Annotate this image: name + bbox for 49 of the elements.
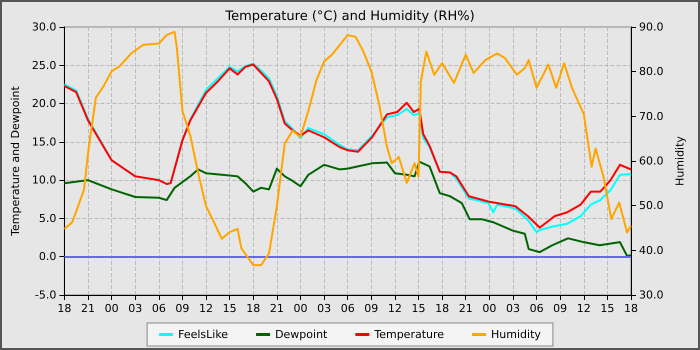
x-tick-label: 00: [482, 302, 496, 315]
y-tick-label: 0.0: [38, 250, 56, 264]
y-tick-label: 15.0: [32, 135, 56, 148]
y-tick-label: 20.0: [32, 97, 56, 110]
legend-label: Humidity: [491, 328, 542, 341]
legend-label: Dewpoint: [275, 328, 328, 341]
y-tick-label: 5.0: [38, 212, 56, 225]
y-axis-title: Temperature and Dewpoint: [9, 85, 22, 237]
y2-tick-label: 50.0: [639, 199, 664, 212]
x-tick-label: 03: [317, 302, 332, 315]
y2-tick-label: 80.0: [639, 65, 664, 78]
y-tick-label: 25.0: [32, 58, 56, 72]
x-tick-label: 06: [340, 302, 355, 315]
x-tick-label: 09: [175, 302, 190, 315]
x-tick-label: 15: [222, 302, 237, 315]
chart-title: Temperature (°C) and Humidity (RH%): [224, 9, 475, 24]
x-tick-label: 12: [576, 302, 591, 315]
x-tick-label: 06: [530, 302, 544, 315]
y-tick-label: -5.0: [34, 288, 56, 302]
x-tick-label: 00: [293, 302, 308, 315]
x-tick-label: 18: [57, 302, 72, 315]
x-tick-label: 18: [246, 302, 260, 315]
x-tick-label: 03: [506, 302, 520, 315]
x-tick-label: 15: [600, 302, 614, 315]
x-tick-label: 18: [435, 302, 450, 315]
x-tick-label: 21: [270, 302, 284, 315]
x-tick-label: 00: [104, 302, 119, 315]
y-tick-label: 30.0: [32, 20, 56, 34]
line-series: [63, 160, 632, 257]
y2-tick-label: 60.0: [639, 154, 664, 168]
x-tick-label: 15: [412, 302, 426, 315]
x-tick-label: 21: [81, 302, 95, 315]
y2-tick-label: 70.0: [639, 110, 664, 123]
y2-tick-label: 30.0: [639, 288, 664, 302]
x-tick-label: 12: [199, 302, 214, 315]
x-tick-label: 21: [458, 302, 473, 315]
x-tick-label: 18: [624, 302, 638, 315]
y2-axis-title: Humidity: [673, 136, 686, 186]
x-tick-label: 09: [364, 302, 378, 315]
x-tick-label: 03: [128, 302, 142, 315]
x-tick-label: 12: [388, 302, 402, 315]
y2-tick-label: 90.0: [639, 20, 664, 34]
legend-label: Temperature: [373, 328, 444, 341]
y2-tick-label: 40.0: [639, 244, 664, 257]
y-tick-label: 10.0: [32, 174, 56, 187]
x-tick-label: 09: [553, 302, 568, 315]
line-series: [63, 30, 632, 266]
x-tick-label: 06: [152, 302, 166, 315]
legend-label: FeelsLike: [178, 328, 228, 341]
